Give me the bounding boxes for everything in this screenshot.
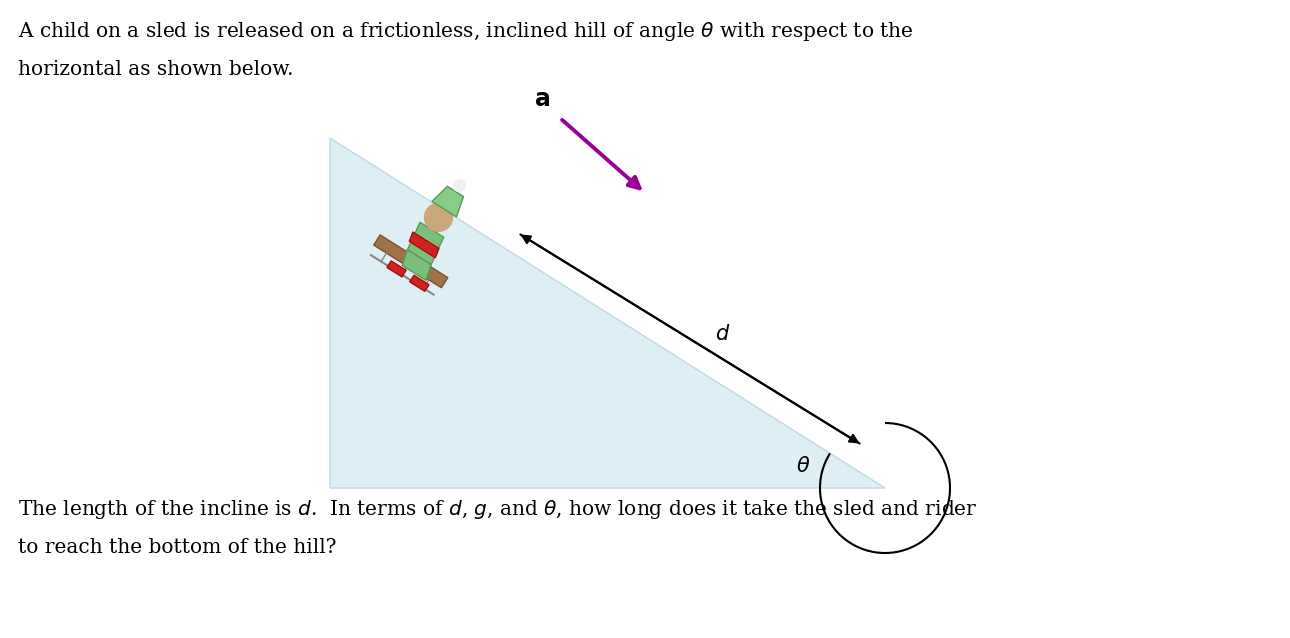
Text: A child on a sled is released on a frictionless, inclined hill of angle $\theta$: A child on a sled is released on a frict…: [18, 20, 913, 43]
Polygon shape: [387, 261, 406, 277]
Circle shape: [453, 179, 466, 191]
Text: The length of the incline is $d$.  In terms of $d$, $g$, and $\theta$, how long : The length of the incline is $d$. In ter…: [18, 498, 978, 521]
Text: to reach the bottom of the hill?: to reach the bottom of the hill?: [18, 538, 337, 557]
Polygon shape: [409, 232, 439, 258]
Polygon shape: [432, 186, 463, 217]
Text: $d$: $d$: [715, 324, 730, 344]
Text: $\mathbf{a}$: $\mathbf{a}$: [534, 87, 550, 111]
Polygon shape: [402, 249, 431, 280]
Polygon shape: [374, 235, 448, 288]
Polygon shape: [408, 222, 444, 265]
Text: horizontal as shown below.: horizontal as shown below.: [18, 60, 294, 79]
Text: $\theta$: $\theta$: [796, 456, 810, 476]
Polygon shape: [330, 138, 885, 488]
Polygon shape: [410, 275, 430, 292]
Circle shape: [424, 204, 453, 232]
